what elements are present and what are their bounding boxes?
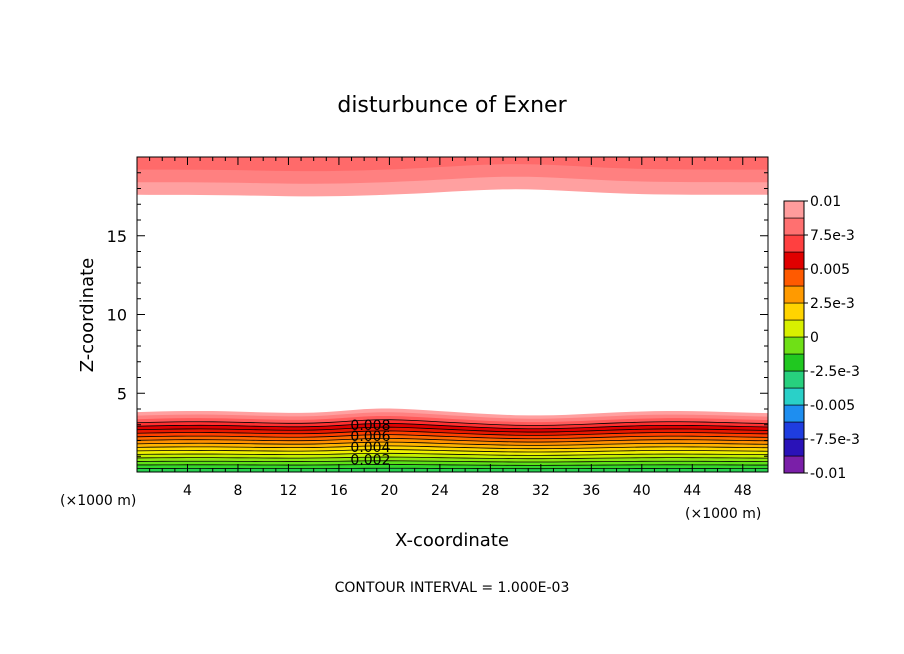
contour-label: 0.004 (350, 440, 390, 456)
y-unit-label: (×1000 m) (60, 493, 136, 509)
x-axis-ticks: 4 8 12 16 20 24 28 32 36 40 44 48 (136, 157, 769, 499)
contour-label: 0.002 (350, 452, 390, 468)
y-tick-label: 10 (107, 306, 127, 325)
colorbar-swatch (783, 319, 805, 338)
contour-interval-text: CONTOUR INTERVAL = 1.000E-03 (335, 580, 570, 596)
x-tick-label: 20 (380, 483, 398, 499)
colorbar-swatch (783, 421, 805, 440)
colorbar-swatch (783, 336, 805, 355)
colorbar-tick-label: -0.005 (810, 398, 855, 414)
x-tick-label: 24 (431, 483, 449, 499)
colorbar-tick-label: -7.5e-3 (810, 432, 860, 448)
colorbar-swatch (783, 438, 805, 457)
contour-label: 0.008 (350, 418, 390, 434)
colorbar-swatch (783, 251, 805, 270)
colorbar-swatch (783, 234, 805, 253)
x-axis-label: X-coordinate (395, 530, 509, 551)
colorbar-tick-label: 0 (810, 330, 819, 346)
x-tick-label: 48 (734, 483, 752, 499)
colorbar-swatch (783, 217, 805, 236)
y-tick-label: 15 (107, 227, 127, 246)
chart-title: disturbunce of Exner (337, 93, 567, 118)
x-tick-label: 16 (330, 483, 348, 499)
y-axis-ticks: 5 10 15 (107, 156, 768, 473)
y-tick-label: 5 (117, 384, 127, 403)
field-bands (136, 157, 769, 473)
x-tick-label: 44 (683, 483, 701, 499)
y-axis-label: Z-coordinate (77, 258, 98, 373)
colorbar-tick-label: 7.5e-3 (810, 228, 855, 244)
colorbar-swatch (783, 353, 805, 372)
colorbar-tick-label: -0.01 (810, 466, 846, 482)
colorbar-tick-label: -2.5e-3 (810, 364, 860, 380)
x-unit-label: (×1000 m) (685, 506, 761, 522)
field-band-top (137, 157, 768, 172)
colorbar-swatch (783, 387, 805, 406)
x-tick-label: 28 (481, 483, 499, 499)
colorbar-swatch (783, 200, 805, 219)
colorbar-swatch (783, 370, 805, 389)
contour-label: 0.006 (350, 429, 390, 445)
colorbar-swatch (783, 302, 805, 321)
colorbar-swatch (783, 455, 805, 474)
x-tick-label: 12 (280, 483, 298, 499)
colorbar-swatch (783, 285, 805, 304)
colorbar-tick-label: 2.5e-3 (810, 296, 855, 312)
x-tick-label: 32 (532, 483, 550, 499)
colorbar: 0.01 7.5e-3 0.005 2.5e-3 0 -2.5e-3 -0.005 -7.5e… (783, 194, 860, 482)
x-tick-label: 8 (233, 483, 242, 499)
colorbar-tick-label: 0.005 (810, 262, 850, 278)
x-tick-label: 36 (582, 483, 600, 499)
colorbar-swatch (783, 404, 805, 423)
x-tick-label: 40 (633, 483, 651, 499)
colorbar-swatch (783, 268, 805, 287)
colorbar-tick-label: 0.01 (810, 194, 841, 210)
x-tick-label: 4 (183, 483, 192, 499)
